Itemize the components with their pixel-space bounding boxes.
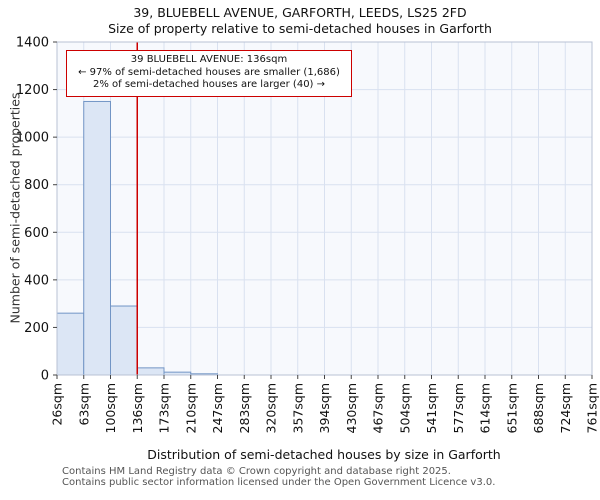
histogram-bar <box>136 367 165 376</box>
x-axis-tick-label: 320sqm <box>264 383 279 433</box>
x-axis-tick-label: 541sqm <box>424 383 439 433</box>
chart-title-line1: 39, BLUEBELL AVENUE, GARFORTH, LEEDS, LS… <box>133 5 467 20</box>
chart-title-line2: Size of property relative to semi-detach… <box>108 21 492 36</box>
x-axis-tick-label: 614sqm <box>478 383 493 433</box>
x-axis-tick-label: 283sqm <box>237 383 252 433</box>
x-axis-tick-label: 173sqm <box>157 383 172 433</box>
x-axis-tick-label: 247sqm <box>210 383 225 433</box>
y-axis-tick-label: 600 <box>24 226 49 241</box>
histogram-bar <box>110 305 138 376</box>
y-axis-label: Number of semi-detached properties <box>7 92 23 324</box>
y-axis-tick-label: 1200 <box>16 83 49 98</box>
footer-copyright-line2: Contains public sector information licen… <box>62 477 496 488</box>
x-axis-tick-label: 210sqm <box>183 383 198 433</box>
y-axis-tick-label: 200 <box>24 321 49 336</box>
x-axis-tick-label: 26sqm <box>50 383 65 426</box>
annotation-smaller-line: ← 97% of semi-detached houses are smalle… <box>78 66 340 78</box>
annotation-property-line: 39 BLUEBELL AVENUE: 136sqm <box>130 54 288 65</box>
x-axis-tick-label: 100sqm <box>103 383 118 433</box>
x-axis-tick-label: 724sqm <box>558 383 573 433</box>
x-axis-tick-label: 688sqm <box>531 383 546 433</box>
x-axis-tick-label: 761sqm <box>585 383 600 433</box>
x-axis-tick-label: 394sqm <box>317 383 332 433</box>
x-axis-label: Distribution of semi-detached houses by … <box>147 447 501 462</box>
y-axis-tick-label: 1400 <box>16 36 49 51</box>
x-axis-tick-label: 467sqm <box>371 383 386 433</box>
histogram-bar <box>83 100 111 376</box>
y-axis-tick-label: 1000 <box>16 131 49 146</box>
histogram-bar <box>56 312 85 376</box>
x-axis-tick-label: 577sqm <box>451 383 466 433</box>
x-axis-tick-label: 430sqm <box>344 383 359 433</box>
marker-annotation-box: 39 BLUEBELL AVENUE: 136sqm ← 97% of semi… <box>66 50 352 97</box>
x-axis-tick-label: 651sqm <box>504 383 519 433</box>
x-axis-tick-label: 357sqm <box>290 383 305 433</box>
footer-copyright-line1: Contains HM Land Registry data © Crown c… <box>62 466 451 477</box>
x-axis-tick-label: 63sqm <box>76 383 91 426</box>
y-axis-tick-label: 800 <box>24 178 49 193</box>
x-axis-tick-label: 136sqm <box>130 383 145 433</box>
annotation-larger-line: 2% of semi-detached houses are larger (4… <box>92 79 326 90</box>
x-axis-tick-label: 504sqm <box>397 383 412 433</box>
y-axis-tick-label: 0 <box>41 369 49 384</box>
y-axis-tick-label: 400 <box>24 273 49 288</box>
